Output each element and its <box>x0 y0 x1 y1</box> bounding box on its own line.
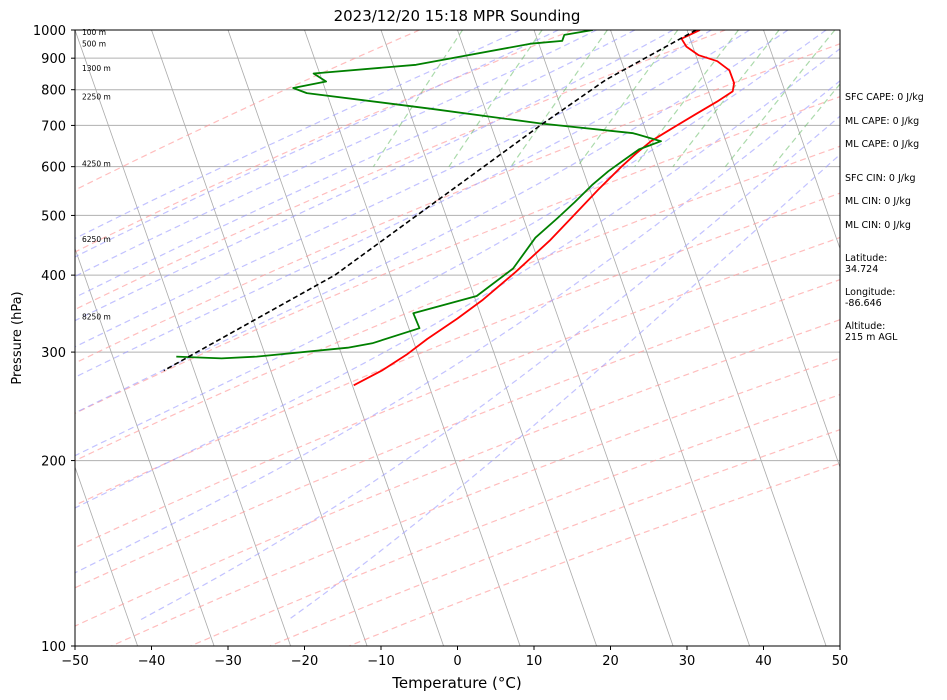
height-label: 6250 m <box>82 235 111 244</box>
y-tick-label: 600 <box>41 161 66 176</box>
altitude-value: 215 m AGL <box>845 332 898 343</box>
moist-adiabat-line <box>75 30 674 322</box>
isotherm-line <box>533 30 750 646</box>
y-tick-label: 900 <box>41 52 66 67</box>
dry-adiabat-line <box>75 30 573 253</box>
longitude-value: -86.646 <box>845 298 882 309</box>
isotherm-line <box>610 30 827 646</box>
isotherm-line <box>457 30 674 646</box>
height-label: 4250 m <box>82 160 111 169</box>
ml-cin-label: ML CIN: 0 J/kg <box>845 219 911 231</box>
altitude-label: Altitude: <box>845 321 886 332</box>
moist-adiabat-line <box>75 30 521 240</box>
moist-adiabat-line <box>75 30 559 258</box>
dry-adiabat-line <box>190 393 840 646</box>
x-tick-label: −40 <box>138 654 165 669</box>
mixing-ratio-line <box>448 30 543 168</box>
isotherm-line <box>686 30 840 469</box>
x-tick-label: 40 <box>755 654 772 669</box>
ml-cin-label: ML CIN: 0 J/kg <box>845 196 911 207</box>
isotherm-line <box>380 30 597 646</box>
y-axis: 100 200 300 400 500 600 700 800 900 1000 <box>33 24 75 655</box>
isotherm-line <box>75 247 215 646</box>
series-layer <box>163 30 735 387</box>
moist-adiabat-line <box>75 80 840 574</box>
x-tick-label: 30 <box>679 654 696 669</box>
dry-adiabat-line <box>75 96 840 415</box>
x-tick-label: −30 <box>214 654 241 669</box>
plot-area <box>75 30 840 646</box>
ml-cape-label: ML CAPE: 0 J/kg <box>845 139 920 150</box>
x-tick-label: 20 <box>602 654 619 669</box>
sfc-cape-label: SFC CAPE: 0 J/kg <box>845 92 924 103</box>
y-tick-label: 800 <box>41 84 66 99</box>
dry-adiabat-line <box>75 30 726 311</box>
parcel-trace <box>163 30 697 372</box>
mixing-ratio-line <box>510 30 608 168</box>
dry-adiabat-line <box>75 145 840 462</box>
y-tick-label: 200 <box>41 455 66 470</box>
moist-adiabat-line <box>75 30 712 348</box>
y-axis-label: Pressure (hPa) <box>10 291 25 384</box>
moist-adiabat-line <box>287 153 840 621</box>
y-tick-label: 100 <box>41 640 66 655</box>
x-tick-label: 50 <box>832 654 849 669</box>
dry-adiabat-line <box>75 43 840 364</box>
y-tick-label: 300 <box>41 346 66 361</box>
mixing-ratio-line <box>772 83 840 168</box>
x-tick-label: −20 <box>291 654 318 669</box>
chart-title: 2023/12/20 15:18 MPR Sounding <box>334 7 581 25</box>
x-tick-label: 0 <box>453 654 461 669</box>
height-label: 100 m <box>82 28 106 37</box>
isotherm-line <box>151 30 368 646</box>
moist-adiabat-line <box>75 30 827 457</box>
longitude-info: Longitude: -86.646 <box>845 287 947 309</box>
moist-adiabat-line <box>75 30 750 378</box>
isotherm-line <box>75 465 138 646</box>
x-axis: −50 −40 −30 −20 −10 0 10 20 30 40 50 <box>61 646 848 669</box>
dry-adiabat-line <box>111 357 840 646</box>
isotherm-line <box>75 30 291 646</box>
x-axis-label: Temperature (°C) <box>391 674 521 692</box>
dewpoint-trace <box>176 30 662 360</box>
mixing-ratio-line <box>634 30 739 168</box>
height-label: 500 m <box>82 40 106 49</box>
height-labels: 100 m 500 m 1300 m 2250 m 4250 m 6250 m 8250 m <box>82 28 111 321</box>
dry-adiabat-line <box>75 236 840 549</box>
height-label: 1300 m <box>82 64 111 73</box>
mixing-ratio-line <box>724 30 836 168</box>
sounding-info-panel: SFC CAPE: 0 J/kg ML CAPE: 0 J/kg ML CAPE… <box>845 92 947 355</box>
y-tick-label: 1000 <box>33 24 66 39</box>
temperature-trace <box>353 30 735 387</box>
latitude-info: Latitude: 34.724 <box>845 253 947 275</box>
isotherm-line <box>227 30 444 646</box>
latitude-label: Latitude: <box>845 253 888 264</box>
moist-adiabat-line <box>75 47 840 509</box>
latitude-value: 34.724 <box>845 264 879 275</box>
dry-adiabat-line <box>75 279 840 589</box>
dry-adiabat-line <box>75 192 840 506</box>
y-tick-label: 700 <box>41 119 66 134</box>
isotherm-line <box>304 30 521 646</box>
x-tick-label: −10 <box>367 654 394 669</box>
x-tick-label: 10 <box>526 654 543 669</box>
sfc-cin-label: SFC CIN: 0 J/kg <box>845 172 916 184</box>
moist-adiabat-line <box>75 30 597 278</box>
mixing-ratio-line <box>672 30 780 168</box>
y-tick-label: 400 <box>41 269 66 284</box>
height-label: 8250 m <box>82 312 111 321</box>
altitude-info: Altitude: 215 m AGL <box>845 321 947 343</box>
y-tick-label: 500 <box>41 209 66 224</box>
x-tick-label: −50 <box>61 654 88 669</box>
moist-adiabat-line <box>75 30 789 414</box>
longitude-label: Longitude: <box>845 287 896 298</box>
moist-adiabat-line <box>138 115 840 622</box>
background-lines <box>75 30 840 646</box>
mixing-ratio-line <box>372 30 463 168</box>
ml-cape-label: ML CAPE: 0 J/kg <box>845 115 920 127</box>
height-label: 2250 m <box>82 92 111 101</box>
